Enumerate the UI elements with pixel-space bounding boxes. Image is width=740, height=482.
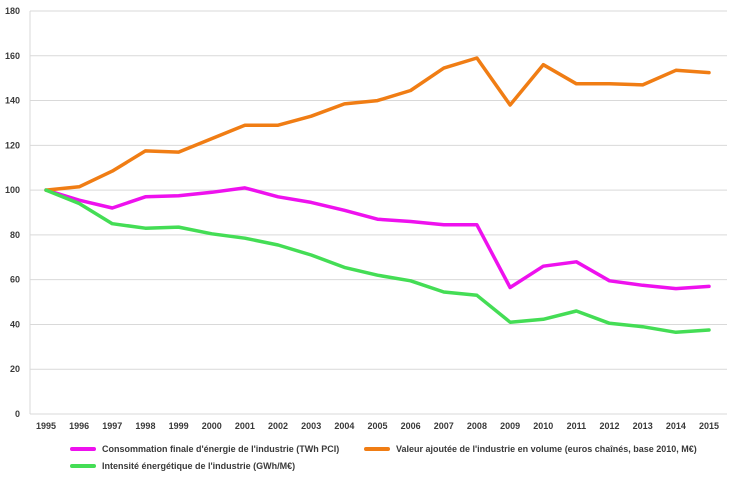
x-tick-label: 2008: [467, 421, 487, 431]
x-tick-label: 2012: [600, 421, 620, 431]
x-tick-label: 2000: [202, 421, 222, 431]
y-tick-label: 120: [5, 140, 20, 150]
x-tick-label: 2002: [268, 421, 288, 431]
series-line-0: [44, 186, 711, 291]
x-tick-label: 2001: [235, 421, 255, 431]
x-tick-label: 2014: [666, 421, 686, 431]
x-tick-label: 1995: [36, 421, 56, 431]
legend-label-0: Consommation finale d'énergie de l'indus…: [102, 444, 339, 454]
y-tick-label: 60: [10, 275, 20, 285]
series-line-2: [44, 188, 711, 335]
y-tick-label: 100: [5, 185, 20, 195]
y-tick-label: 0: [15, 409, 20, 419]
y-tick-label: 160: [5, 51, 20, 61]
x-tick-label: 1997: [102, 421, 122, 431]
series-line-1: [44, 56, 711, 192]
y-tick-label: 40: [10, 319, 20, 329]
x-tick-label: 2007: [434, 421, 454, 431]
gridlines: [30, 10, 727, 415]
x-tick-label: 2003: [301, 421, 321, 431]
x-tick-label: 2010: [533, 421, 553, 431]
legend: Consommation finale d'énergie de l'indus…: [70, 444, 697, 471]
x-tick-label: 1996: [69, 421, 89, 431]
x-tick-label: 2011: [567, 421, 587, 431]
legend-label-2: Intensité énergétique de l'industrie (GW…: [102, 461, 295, 471]
y-tick-label: 20: [10, 364, 20, 374]
x-tick-label: 1999: [169, 421, 189, 431]
y-tick-label: 80: [10, 230, 20, 240]
y-axis: 0 20 40 60 80 100 120 140 160 180: [5, 6, 31, 419]
x-tick-label: 2009: [500, 421, 520, 431]
x-tick-label: 2015: [699, 421, 719, 431]
x-tick-label: 2013: [633, 421, 653, 431]
x-tick-label: 2006: [401, 421, 421, 431]
y-tick-label: 140: [5, 96, 20, 106]
x-tick-label: 2004: [334, 421, 354, 431]
x-tick-label: 2005: [367, 421, 387, 431]
x-tick-label: 1998: [135, 421, 155, 431]
x-axis: 1995 1996 1997 1998 1999 2000 2001 2002 2003 2004…: [36, 421, 719, 431]
legend-label-1: Valeur ajoutée de l'industrie en volume …: [396, 444, 697, 454]
y-tick-label: 180: [5, 6, 20, 16]
series-lines: [44, 56, 711, 335]
